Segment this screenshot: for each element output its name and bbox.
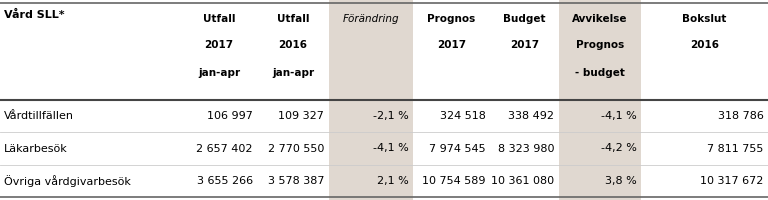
Text: 2017: 2017 [204,40,233,50]
Text: jan-apr: jan-apr [272,68,314,78]
Text: Bokslut: Bokslut [683,14,727,24]
Text: 7 974 545: 7 974 545 [429,144,485,154]
Text: Utfall: Utfall [203,14,235,24]
Text: 2017: 2017 [437,40,466,50]
Text: 338 492: 338 492 [508,111,554,121]
Text: 318 786: 318 786 [717,111,763,121]
Text: Prognos: Prognos [576,40,624,50]
Text: 324 518: 324 518 [439,111,485,121]
Bar [329,0,413,200]
Text: -4,2 %: -4,2 % [601,144,637,154]
Text: Prognos: Prognos [428,14,475,24]
Text: Avvikelse: Avvikelse [572,14,628,24]
Text: -4,1 %: -4,1 % [601,111,637,121]
Text: Förändring: Förändring [343,14,399,24]
Bar [559,0,641,200]
Text: 2 770 550: 2 770 550 [268,144,324,154]
Text: 10 317 672: 10 317 672 [700,176,763,186]
Text: Vård SLL*: Vård SLL* [4,10,65,20]
Text: Övriga vårdgivarbesök: Övriga vårdgivarbesök [4,175,131,187]
Text: -2,1 %: -2,1 % [372,111,409,121]
Text: 2016: 2016 [279,40,307,50]
Text: 10 361 080: 10 361 080 [492,176,554,186]
Text: 2,1 %: 2,1 % [377,176,409,186]
Text: - budget: - budget [575,68,625,78]
Text: jan-apr: jan-apr [198,68,240,78]
Text: 7 811 755: 7 811 755 [707,144,763,154]
Text: Vårdtillfällen: Vårdtillfällen [4,111,74,121]
Text: 3 655 266: 3 655 266 [197,176,253,186]
Text: 2017: 2017 [510,40,539,50]
Text: Läkarbesök: Läkarbesök [4,144,68,154]
Text: Budget: Budget [503,14,546,24]
Text: 2 657 402: 2 657 402 [196,144,253,154]
Text: 3 578 387: 3 578 387 [267,176,324,186]
Text: 10 754 589: 10 754 589 [422,176,485,186]
Text: 109 327: 109 327 [278,111,324,121]
Text: 8 323 980: 8 323 980 [498,144,554,154]
Text: -4,1 %: -4,1 % [372,144,409,154]
Text: 3,8 %: 3,8 % [605,176,637,186]
Text: Utfall: Utfall [276,14,310,24]
Text: 106 997: 106 997 [207,111,253,121]
Text: 2016: 2016 [690,40,719,50]
